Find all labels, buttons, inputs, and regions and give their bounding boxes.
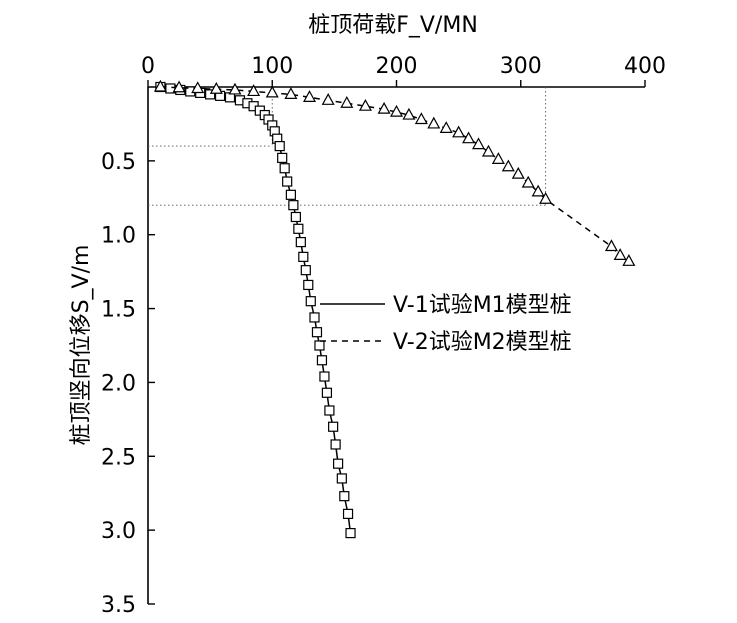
marker-triangle [414,112,428,125]
marker-triangle [439,121,453,133]
marker-triangle [153,79,167,92]
marker-triangle [402,107,416,120]
marker-triangle [284,87,298,99]
marker-square [324,405,335,416]
marker-triangle [471,137,486,150]
marker-triangle [531,184,545,197]
marker-triangle [228,82,242,95]
x-axis-title: 桩顶荷载F_V/MN [308,13,478,38]
x-tick-label: 100 [251,54,293,79]
marker-square [345,527,356,539]
marker-square [342,508,354,519]
marker-triangle [209,81,223,94]
marker-square [277,152,288,164]
marker-triangle [247,84,261,97]
y-tick-label: 3.5 [101,593,136,618]
marker-triangle [462,131,476,144]
x-tick-label: 200 [376,54,418,79]
marker-triangle [321,93,335,105]
marker-triangle [521,175,535,188]
marker-square [330,439,341,450]
series-layer [153,79,636,539]
marker-triangle [172,80,186,93]
y-ticks: 0.5 1.0 1.5 2.0 2.5 3.0 3.5 [101,150,155,618]
legend-label-v2: V-2试验M2模型桩 [393,330,572,355]
marker-square [303,279,314,291]
marker-triangle [427,116,441,129]
marker-square [295,237,306,248]
x-tick-label: 300 [500,54,542,79]
marker-triangle [511,166,525,179]
y-axis-title: 桩顶竖向位移S_V/m [69,245,94,446]
marker-triangle [265,85,279,98]
marker-square [288,200,299,211]
legend: V-1试验M1模型桩 V-2试验M2模型桩 [320,293,572,355]
y-tick-label: 3.0 [101,519,136,544]
marker-square [285,189,296,200]
marker-triangle [340,96,354,108]
marker-square [300,265,311,276]
y-tick-label: 2.5 [101,445,136,470]
marker-square [274,140,285,152]
legend-label-v1: V-1试验M1模型桩 [393,293,572,318]
marker-square [319,371,330,382]
marker-square [314,340,325,351]
x-tick-label: 400 [624,54,666,79]
marker-triangle [613,248,627,260]
marker-triangle [481,144,495,157]
marker-triangle [377,101,391,114]
marker-square [321,387,333,398]
y-tick-label: 2.0 [101,371,136,396]
marker-square [311,327,323,338]
marker-triangle [501,159,515,172]
marker-triangle [191,81,205,94]
marker-triangle [622,254,636,266]
y-tick-label: 1.5 [101,298,136,323]
y-tick-label: 0.5 [101,150,136,175]
marker-square [339,491,350,502]
marker-triangle [604,239,618,252]
marker-triangle [303,90,317,102]
marker-square [328,421,339,432]
marker-square [336,473,347,484]
marker-square [293,223,304,234]
marker-square [333,458,344,469]
marker-square [309,312,320,323]
marker-square [205,89,216,100]
marker-square [316,355,328,366]
marker-triangle [389,104,404,117]
x-tick-label: 0 [141,54,155,79]
x-ticks: 0 100 200 300 400 [141,54,666,87]
marker-triangle [491,152,505,164]
marker-triangle [452,125,466,138]
y-tick-label: 1.0 [101,224,136,249]
marker-square [298,251,309,262]
marker-triangle [539,192,553,204]
series-line-1 [160,86,352,534]
marker-square [282,176,293,187]
marker-triangle [358,98,372,111]
marker-square [290,211,301,223]
marker-square [305,296,316,307]
marker-square [279,163,290,174]
